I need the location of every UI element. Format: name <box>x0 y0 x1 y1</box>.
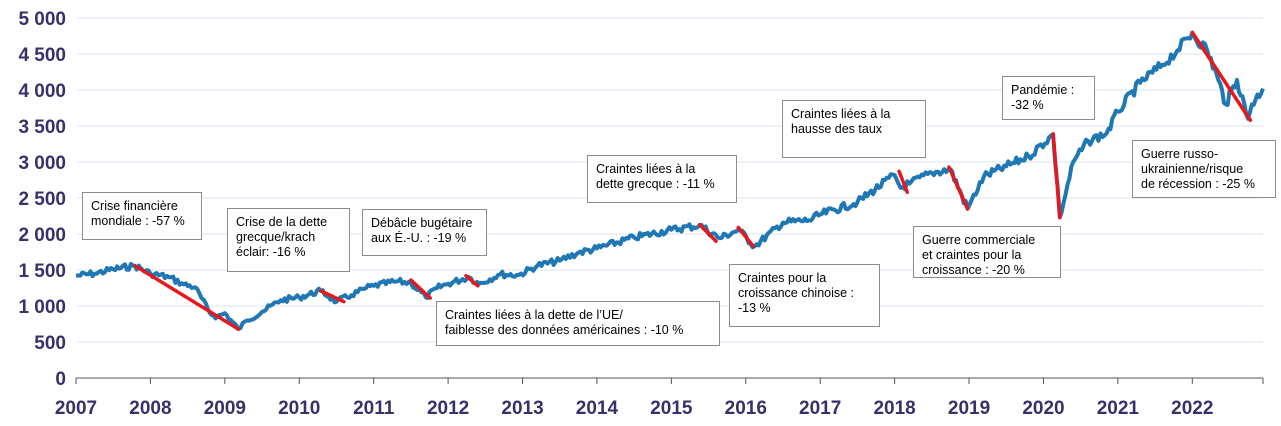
annotation-text: Craintes liées à la dette de l’UE/ faibl… <box>445 308 684 337</box>
annotation-text: Craintes liées à la dette grecque : -11 … <box>596 162 715 191</box>
annotation-text: Guerre russo- ukrainienne/risque de réce… <box>1141 147 1255 191</box>
drawdown-line <box>897 169 910 194</box>
y-tick-label: 500 <box>34 333 66 354</box>
x-tick-label: 2015 <box>650 398 693 419</box>
annotation-text: Débâcle bugétaire aux É.-U. : -19 % <box>371 216 473 245</box>
x-axis <box>75 377 1264 384</box>
x-tick-label: 2016 <box>725 398 767 419</box>
drawdown-line <box>1051 132 1062 220</box>
y-tick-label: 4 000 <box>18 81 66 102</box>
drawdown-line <box>697 222 718 243</box>
drawdown-line <box>736 225 755 248</box>
drawdown-lines <box>133 30 1253 331</box>
drawdown-line <box>464 274 480 288</box>
x-tick-label: 2022 <box>1171 398 1213 419</box>
y-tick-label: 3 500 <box>18 117 66 138</box>
annotation-text: Crise de la dette grecque/krach éclair: … <box>236 215 328 259</box>
series-group <box>75 31 1265 331</box>
y-tick-label: 4 500 <box>18 45 66 66</box>
x-tick-label: 2012 <box>427 398 469 419</box>
annotation-text: Pandémie : -32 % <box>1011 83 1075 112</box>
drawdown-line <box>319 289 346 304</box>
annotation-pandemie: Pandémie : -32 % <box>1002 76 1095 120</box>
y-tick-label: 2 500 <box>18 189 66 210</box>
y-tick-label: 0 <box>55 369 66 390</box>
drawdown-line <box>1190 30 1253 122</box>
x-tick-label: 2017 <box>799 398 841 419</box>
annotation-dette-grecque-krach: Crise de la dette grecque/krach éclair: … <box>227 208 350 272</box>
x-tick-label: 2021 <box>1097 398 1140 419</box>
x-axis-tick-labels: 2007 2008 2009 2010 2011 2012 2013 2014 2015 2016… <box>55 398 1214 419</box>
x-tick-label: 2011 <box>353 398 395 419</box>
y-tick-label: 1 000 <box>18 297 66 318</box>
annotation-text: Crise financière mondiale : -57 % <box>91 199 185 228</box>
x-tick-label: 2019 <box>948 398 990 419</box>
annotation-dette-grecque-2015: Craintes liées à la dette grecque : -11 … <box>587 155 737 203</box>
x-tick-label: 2020 <box>1022 398 1064 419</box>
annotation-text: Craintes liées à la hausse des taux <box>791 107 891 136</box>
x-tick-label: 2007 <box>55 398 97 419</box>
y-tick-label: 5 000 <box>18 9 66 30</box>
annotation-crise-financiere: Crise financière mondiale : -57 % <box>82 192 202 240</box>
y-tick-label: 1 500 <box>18 261 66 282</box>
x-tick-label: 2014 <box>576 398 619 419</box>
annotation-debacle-budgetaire: Débâcle bugétaire aux É.-U. : -19 % <box>362 209 487 256</box>
y-tick-label: 3 000 <box>18 153 66 174</box>
x-tick-label: 2009 <box>204 398 246 419</box>
y-tick-label: 2 000 <box>18 225 66 246</box>
x-tick-label: 2013 <box>501 398 543 419</box>
drawdown-line <box>133 263 240 331</box>
annotation-text: Guerre commerciale et craintes pour la c… <box>922 233 1036 277</box>
annotation-text: Craintes pour la croissance chinoise : -… <box>738 271 855 315</box>
annotation-guerre-russo-ukrainienne: Guerre russo- ukrainienne/risque de réce… <box>1132 140 1276 198</box>
annotation-guerre-commerciale: Guerre commerciale et craintes pour la c… <box>913 226 1061 278</box>
y-axis-tick-labels: 0 500 1 000 1 500 2 000 2 500 3 000 3 500 4 000 4… <box>18 9 66 390</box>
x-tick-label: 2010 <box>278 398 320 419</box>
drawdown-line <box>947 165 970 211</box>
annotation-hausse-des-taux: Craintes liées à la hausse des taux <box>782 100 926 158</box>
x-tick-label: 2008 <box>129 398 171 419</box>
annotation-dette-ue: Craintes liées à la dette de l’UE/ faibl… <box>436 301 720 346</box>
series-line <box>75 31 1265 331</box>
annotation-croissance-chinoise: Craintes pour la croissance chinoise : -… <box>729 264 880 327</box>
drawdown-line <box>409 278 432 300</box>
x-tick-label: 2018 <box>873 398 915 419</box>
